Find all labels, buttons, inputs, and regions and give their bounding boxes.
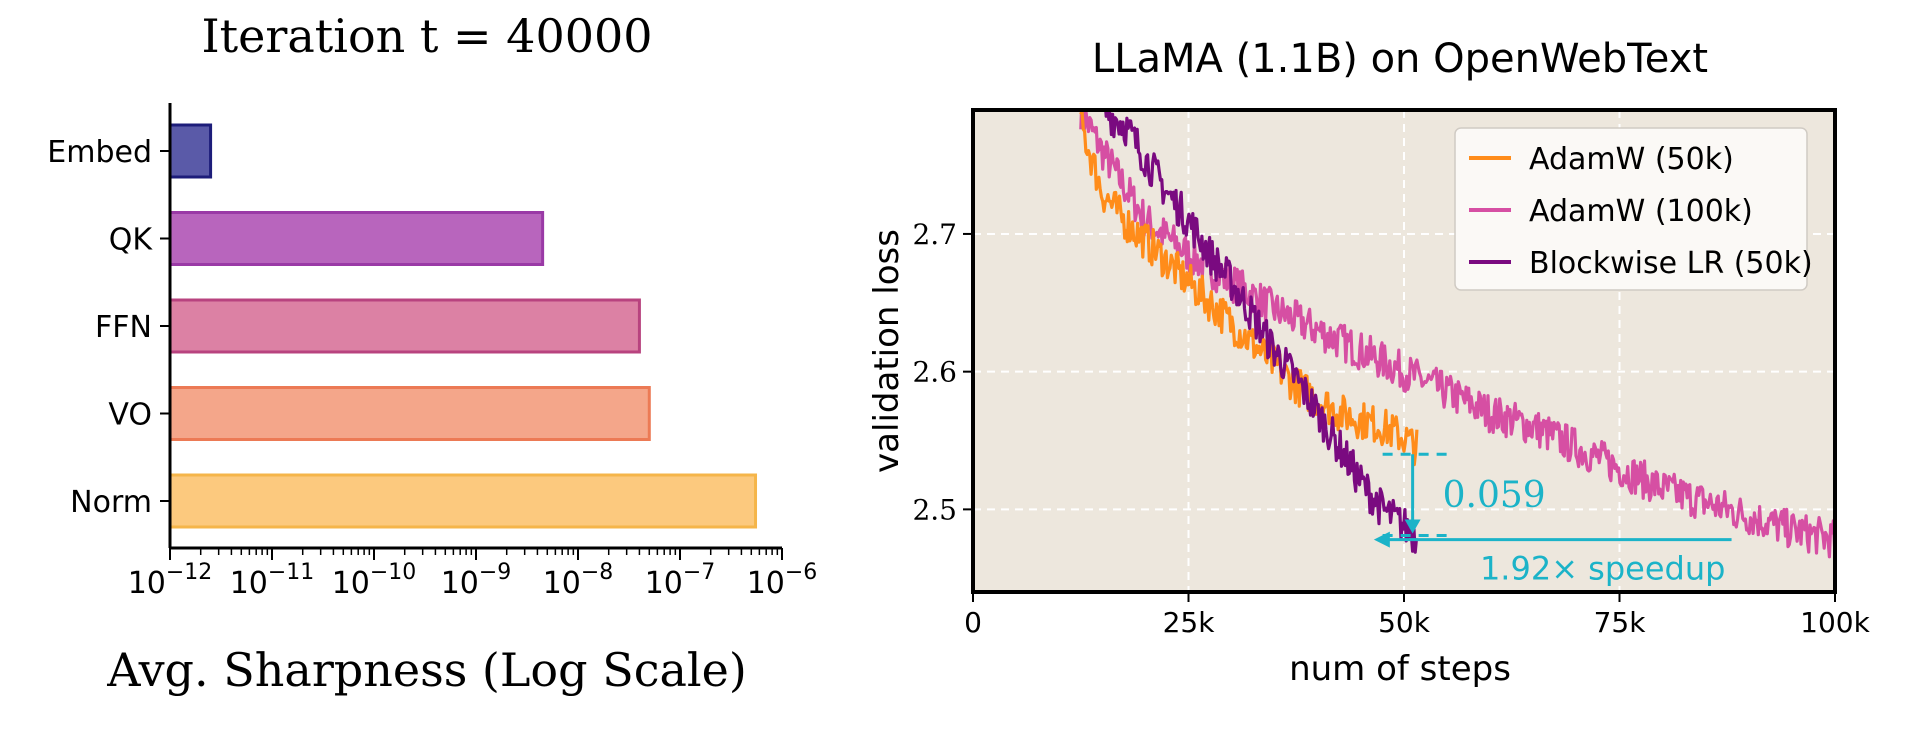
category-label: VO <box>108 398 152 433</box>
x-tick-label: 10−6 <box>747 560 818 601</box>
sharpness-bar-chart: Iteration t = 40000 10−12 10−11 10−10 10−9 1… <box>47 9 817 697</box>
speedup-arrow-head <box>1373 531 1390 548</box>
x-tick-label: 100k <box>1800 606 1870 639</box>
series-line-0 <box>1079 110 1419 467</box>
right-chart-title: LLaMA (1.1B) on OpenWebText <box>1092 36 1708 82</box>
gap-arrow-head <box>1404 519 1421 534</box>
x-tick-label: 10−12 <box>128 560 213 601</box>
category-label: Norm <box>70 485 152 520</box>
x-tick-label: 10−10 <box>332 560 417 601</box>
x-tick-label: 10−9 <box>441 560 512 601</box>
category-label: FFN <box>95 310 152 345</box>
bar-norm <box>168 473 758 529</box>
bar-ffn <box>168 298 641 354</box>
y-tick-label: 2.7 <box>912 218 957 251</box>
y-tick-label: 2.6 <box>912 356 957 389</box>
validation-loss-line-chart: LLaMA (1.1B) on OpenWebText 0.059 1.92× s… <box>867 36 1871 689</box>
category-label: QK <box>109 223 154 258</box>
legend-label: AdamW (100k) <box>1529 194 1753 229</box>
bar-embed <box>168 123 213 179</box>
speedup-annotation-label: 1.92× speedup <box>1480 550 1726 588</box>
right-y-axis-label: validation loss <box>867 229 907 473</box>
gap-annotation-label: 0.059 <box>1443 475 1546 516</box>
left-chart-title: Iteration t = 40000 <box>201 9 652 63</box>
left-x-axis-label: Avg. Sharpness (Log Scale) <box>106 643 747 697</box>
x-tick-label: 50k <box>1378 606 1431 639</box>
x-tick-label: 10−7 <box>645 560 716 601</box>
x-tick-label: 0 <box>964 606 982 639</box>
bar-qk <box>168 211 545 266</box>
legend: AdamW (50k) AdamW (100k) Blockwise LR (50k… <box>1454 127 1813 291</box>
legend-label: AdamW (50k) <box>1529 142 1734 177</box>
x-tick-label: 25k <box>1163 606 1216 639</box>
series-line-2 <box>1104 110 1419 554</box>
x-tick-label: 10−8 <box>543 560 614 601</box>
x-tick-label: 10−11 <box>230 560 315 601</box>
bar-vo <box>168 386 651 441</box>
legend-box <box>1454 127 1808 291</box>
x-tick-label: 75k <box>1594 606 1647 639</box>
y-tick-label: 2.5 <box>912 493 957 526</box>
category-label: Embed <box>47 135 152 170</box>
right-x-axis-label: num of steps <box>1289 649 1511 689</box>
legend-label: Blockwise LR (50k) <box>1529 246 1813 281</box>
